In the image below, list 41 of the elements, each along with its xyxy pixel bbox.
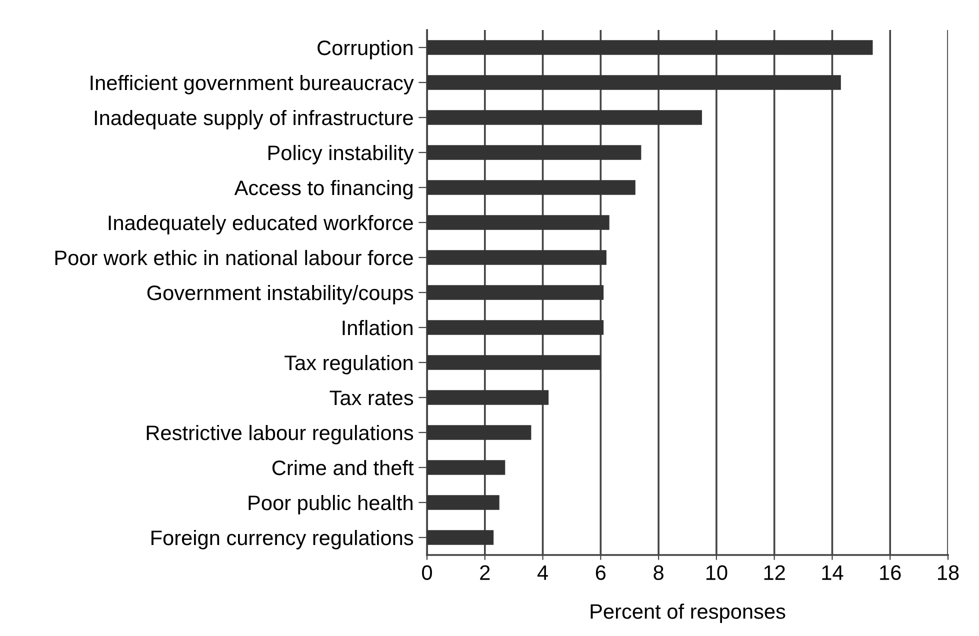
y-tick-label: Inefficient government bureaucracy: [90, 74, 414, 94]
y-tick-label: Tax rates: [330, 390, 414, 406]
y-tick-label: Inflation: [342, 320, 412, 336]
x-tick-label: 10: [706, 565, 728, 580]
x-tick-label: 8: [654, 565, 664, 580]
y-tick-label: Restrictive labour regulations: [146, 424, 414, 444]
y-tick-label: Crime and theft: [272, 460, 414, 476]
bar: [427, 355, 601, 370]
x-tick-label: 6: [596, 565, 606, 580]
x-tick-label: 14: [822, 565, 844, 580]
y-tick-label: Access to financing: [234, 180, 412, 200]
bar: [427, 40, 873, 55]
y-tick-label: Poor public health: [248, 494, 412, 514]
bar: [427, 320, 604, 335]
bar: [427, 180, 636, 195]
bar: [427, 425, 532, 440]
x-axis-title: Percent of responses: [590, 604, 786, 624]
bar: [427, 215, 610, 230]
bar: [427, 390, 549, 405]
y-tick-label: Tax regulation: [284, 354, 412, 374]
bar: [427, 145, 642, 160]
x-tick-label: 16: [880, 565, 901, 580]
x-tick-label: 12: [764, 565, 785, 580]
y-tick-label: Policy instability: [268, 144, 414, 164]
bar: [427, 110, 702, 125]
bar: [427, 460, 506, 475]
x-tick-label: 4: [537, 565, 548, 580]
bar: [427, 75, 841, 90]
y-tick-label: Inadequately educated workforce: [108, 214, 413, 234]
x-tick-label: 18: [938, 565, 959, 580]
y-tick-label: Foreign currency regulations: [152, 530, 414, 550]
y-tick-label: Government instability/coups: [147, 284, 414, 304]
bar: [427, 530, 494, 545]
y-tick-label: Poor work ethic in national labour force: [55, 250, 413, 266]
bar: [427, 250, 606, 265]
bar: [427, 285, 604, 300]
x-tick-label: 0: [422, 565, 432, 580]
x-tick-label: 2: [480, 565, 490, 580]
y-tick-label: Inadequate supply of infrastructure: [94, 110, 413, 130]
bar: [427, 495, 500, 510]
y-tick-label: Corruption: [318, 40, 412, 60]
